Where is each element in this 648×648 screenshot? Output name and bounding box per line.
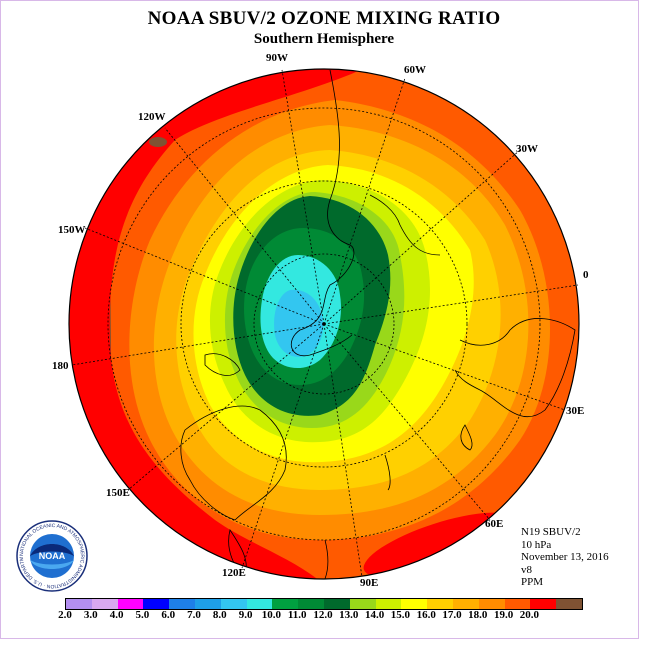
colorbar-tick-label: 11.0 [287, 609, 307, 621]
colorbar-cell [504, 599, 531, 609]
colorbar-cell [220, 599, 247, 609]
lon-label-60w: 60W [404, 64, 426, 76]
globe-outline [68, 68, 580, 580]
colorbar-cell [530, 599, 557, 609]
lon-label-60e: 60E [485, 518, 503, 530]
frame-border [0, 0, 639, 639]
colorbar-tick-label: 19.0 [493, 609, 514, 621]
lon-label-0: 0 [583, 269, 589, 281]
contour-8 [274, 289, 324, 357]
info-panel: N19 SBUV/2 10 hPa November 13, 2016 v8 P… [521, 526, 609, 589]
colorbar-tick-label: 4.0 [109, 609, 124, 621]
lon-label-150e: 150E [106, 487, 130, 499]
lon-label-30w: 30W [516, 143, 538, 155]
lon-label-90e: 90E [360, 577, 378, 589]
colorbar-cell [91, 599, 118, 609]
colorbar-cell [401, 599, 428, 609]
noaa-logo: NATIONAL OCEANIC AND ATMOSPHERIC ADMINIS… [16, 520, 88, 592]
page-subtitle: Southern Hemisphere [253, 31, 395, 47]
info-level: 10 hPa [521, 538, 552, 551]
colorbar-tick-label: 20.0 [519, 609, 540, 621]
colorbar-tick-label: 5.0 [135, 609, 150, 621]
colorbar [65, 598, 583, 610]
noaa-logo-text: NOAA [39, 551, 66, 561]
colorbar-cell [478, 599, 505, 609]
colorbar-tick-label: 12.0 [313, 609, 333, 621]
info-satellite: N19 SBUV/2 [521, 526, 581, 538]
colorbar-tick-label: 9.0 [238, 609, 253, 621]
colorbar-tick-label: 15.0 [390, 609, 411, 621]
info-units: PPM [521, 576, 544, 588]
colorbar-cell [375, 599, 402, 609]
colorbar-cell [298, 599, 324, 609]
lon-label-90w: 90W [266, 52, 288, 64]
colorbar-tick-label: 16.0 [416, 609, 436, 621]
lon-label-120w: 120W [138, 111, 166, 123]
coastlines [149, 69, 576, 579]
page-title: NOAA SBUV/2 OZONE MIXING RATIO [147, 8, 501, 29]
colorbar-tick-label: 2.0 [58, 609, 72, 621]
colorbar-tick-label: 14.0 [364, 609, 385, 621]
colorbar-tick-label: 17.0 [442, 609, 462, 621]
info-version: v8 [521, 563, 532, 576]
colorbar-cell [194, 599, 221, 609]
contour-19 [69, 69, 380, 579]
info-date: November 13, 2016 [521, 551, 609, 563]
colorbar-labels: 2.0 3.0 4.0 5.0 6.0 7.0 8.0 9.0 10.0 11.0 12.0 13.0… [47, 609, 599, 623]
colorbar-cell [169, 599, 195, 609]
colorbar-tick-label: 13.0 [339, 609, 359, 621]
colorbar-tick-label: 8.0 [212, 609, 227, 621]
colorbar-cell [272, 599, 299, 609]
colorbar-tick-label: 6.0 [161, 609, 176, 621]
lon-label-120e: 120E [222, 567, 246, 579]
colorbar-cell [452, 599, 479, 609]
lon-label-150w: 150W [58, 224, 86, 236]
colorbar-cell [427, 599, 453, 609]
colorbar-tick-label: 3.0 [83, 609, 98, 621]
colorbar-cell [246, 599, 273, 609]
colorbar-tick-label: 18.0 [468, 609, 488, 621]
graticule [71, 69, 579, 578]
colorbar-cell [323, 599, 350, 609]
lon-label-180: 180 [52, 360, 69, 372]
lon-label-30e: 30E [566, 405, 584, 417]
colorbar-cell [117, 599, 144, 609]
colorbar-cell [66, 599, 92, 609]
colorbar-tick-label: 10.0 [261, 609, 282, 621]
colorbar-tick-label: 7.0 [187, 609, 201, 621]
colorbar-cell [349, 599, 376, 609]
colorbar-cell [556, 599, 582, 609]
colorbar-cell [143, 599, 170, 609]
